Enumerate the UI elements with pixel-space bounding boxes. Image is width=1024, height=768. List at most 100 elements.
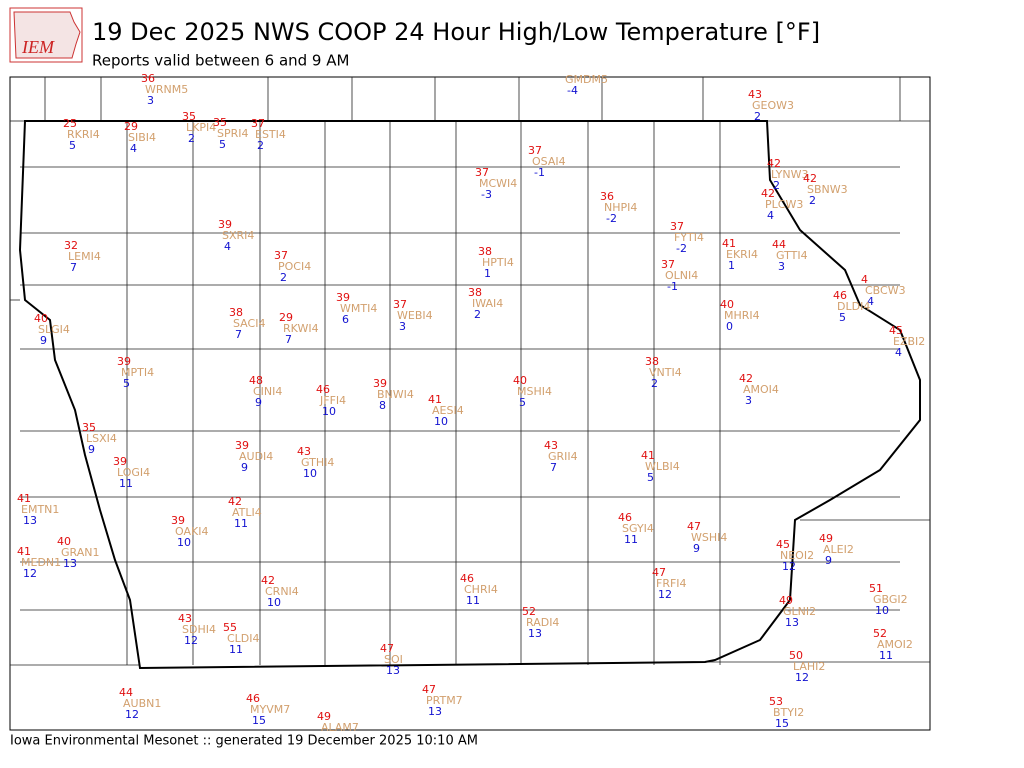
low-temp: 2 — [651, 377, 658, 390]
high-temp: 40 — [720, 298, 734, 311]
low-temp: 4 — [767, 209, 774, 222]
high-temp: 49 — [819, 532, 833, 545]
high-temp: 48 — [249, 374, 263, 387]
high-temp: 50 — [789, 649, 803, 662]
station-id: AESI4 — [432, 404, 464, 417]
low-temp: 9 — [255, 396, 262, 409]
station-id: POCI4 — [278, 260, 311, 273]
high-temp: 37 — [251, 117, 265, 130]
county-lines — [10, 77, 930, 666]
high-temp: 37 — [475, 166, 489, 179]
high-temp: 42 — [803, 172, 817, 185]
low-temp: 13 — [63, 557, 77, 570]
high-temp: 47 — [652, 566, 666, 579]
low-temp: -1 — [667, 280, 678, 293]
high-temp: 39 — [117, 355, 131, 368]
low-temp: 4 — [895, 346, 902, 359]
high-temp: 37 — [661, 258, 675, 271]
low-temp: 7 — [550, 461, 557, 474]
low-temp: 12 — [23, 567, 37, 580]
low-temp: 12 — [184, 634, 198, 647]
station-id: EZBI2 — [893, 335, 925, 348]
station-id: SLGI4 — [38, 323, 70, 336]
station-id: RKRI4 — [67, 128, 100, 141]
station-id: ESTI4 — [255, 128, 286, 141]
station-id: SIBI4 — [128, 131, 156, 144]
high-temp: 42 — [261, 574, 275, 587]
station-id: GRII4 — [548, 450, 578, 463]
high-temp: 43 — [297, 445, 311, 458]
low-temp: 0 — [726, 320, 733, 333]
low-temp: 5 — [839, 311, 846, 324]
station-id: ALAM7 — [321, 721, 359, 734]
station-id: AMOI2 — [877, 638, 913, 651]
high-temp: 46 — [460, 572, 474, 585]
station-id: LYNW3 — [771, 168, 809, 181]
station-id: WRNM5 — [145, 83, 188, 96]
station-id: MHRI4 — [724, 309, 760, 322]
station-id: WMTI4 — [340, 302, 377, 315]
title: 19 Dec 2025 NWS COOP 24 Hour High/Low Te… — [92, 18, 820, 46]
high-temp: 46 — [833, 289, 847, 302]
low-temp: 2 — [188, 132, 195, 145]
low-temp: 13 — [386, 664, 400, 677]
station-id: MYVM7 — [250, 703, 290, 716]
station-id: GTHI4 — [301, 456, 334, 469]
station-id: EMTN1 — [21, 503, 59, 516]
high-temp: 41 — [641, 449, 655, 462]
low-temp: 4 — [130, 142, 137, 155]
station-id: GLNI2 — [783, 605, 816, 618]
high-temp: 45 — [776, 538, 790, 551]
high-temp: 55 — [223, 621, 237, 634]
low-temp: 12 — [795, 671, 809, 684]
station-id: GMDM5 — [565, 73, 608, 86]
low-temp: 12 — [782, 560, 796, 573]
low-temp: 11 — [624, 533, 638, 546]
low-temp: 12 — [658, 588, 672, 601]
low-temp: -1 — [534, 166, 545, 179]
high-temp: 44 — [119, 686, 133, 699]
station-id: HPTI4 — [482, 256, 514, 269]
high-temp: 41 — [17, 545, 31, 558]
low-temp: -2 — [606, 212, 617, 225]
high-temp: 32 — [64, 239, 78, 252]
station-id: CINI4 — [253, 385, 282, 398]
station-id: LOGI4 — [117, 466, 150, 479]
high-temp: 39 — [218, 218, 232, 231]
low-temp: 13 — [528, 627, 542, 640]
high-temp: 37 — [528, 144, 542, 157]
high-temp: 35 — [182, 110, 196, 123]
low-temp: 5 — [69, 139, 76, 152]
high-temp: 38 — [478, 245, 492, 258]
low-temp: 10 — [177, 536, 191, 549]
low-temp: 3 — [147, 94, 154, 107]
station-id: DLDI4 — [837, 300, 870, 313]
low-temp: 7 — [70, 261, 77, 274]
low-temp: 10 — [303, 467, 317, 480]
high-temp: 36 — [600, 190, 614, 203]
low-temp: 7 — [235, 328, 242, 341]
high-temp: 42 — [761, 187, 775, 200]
